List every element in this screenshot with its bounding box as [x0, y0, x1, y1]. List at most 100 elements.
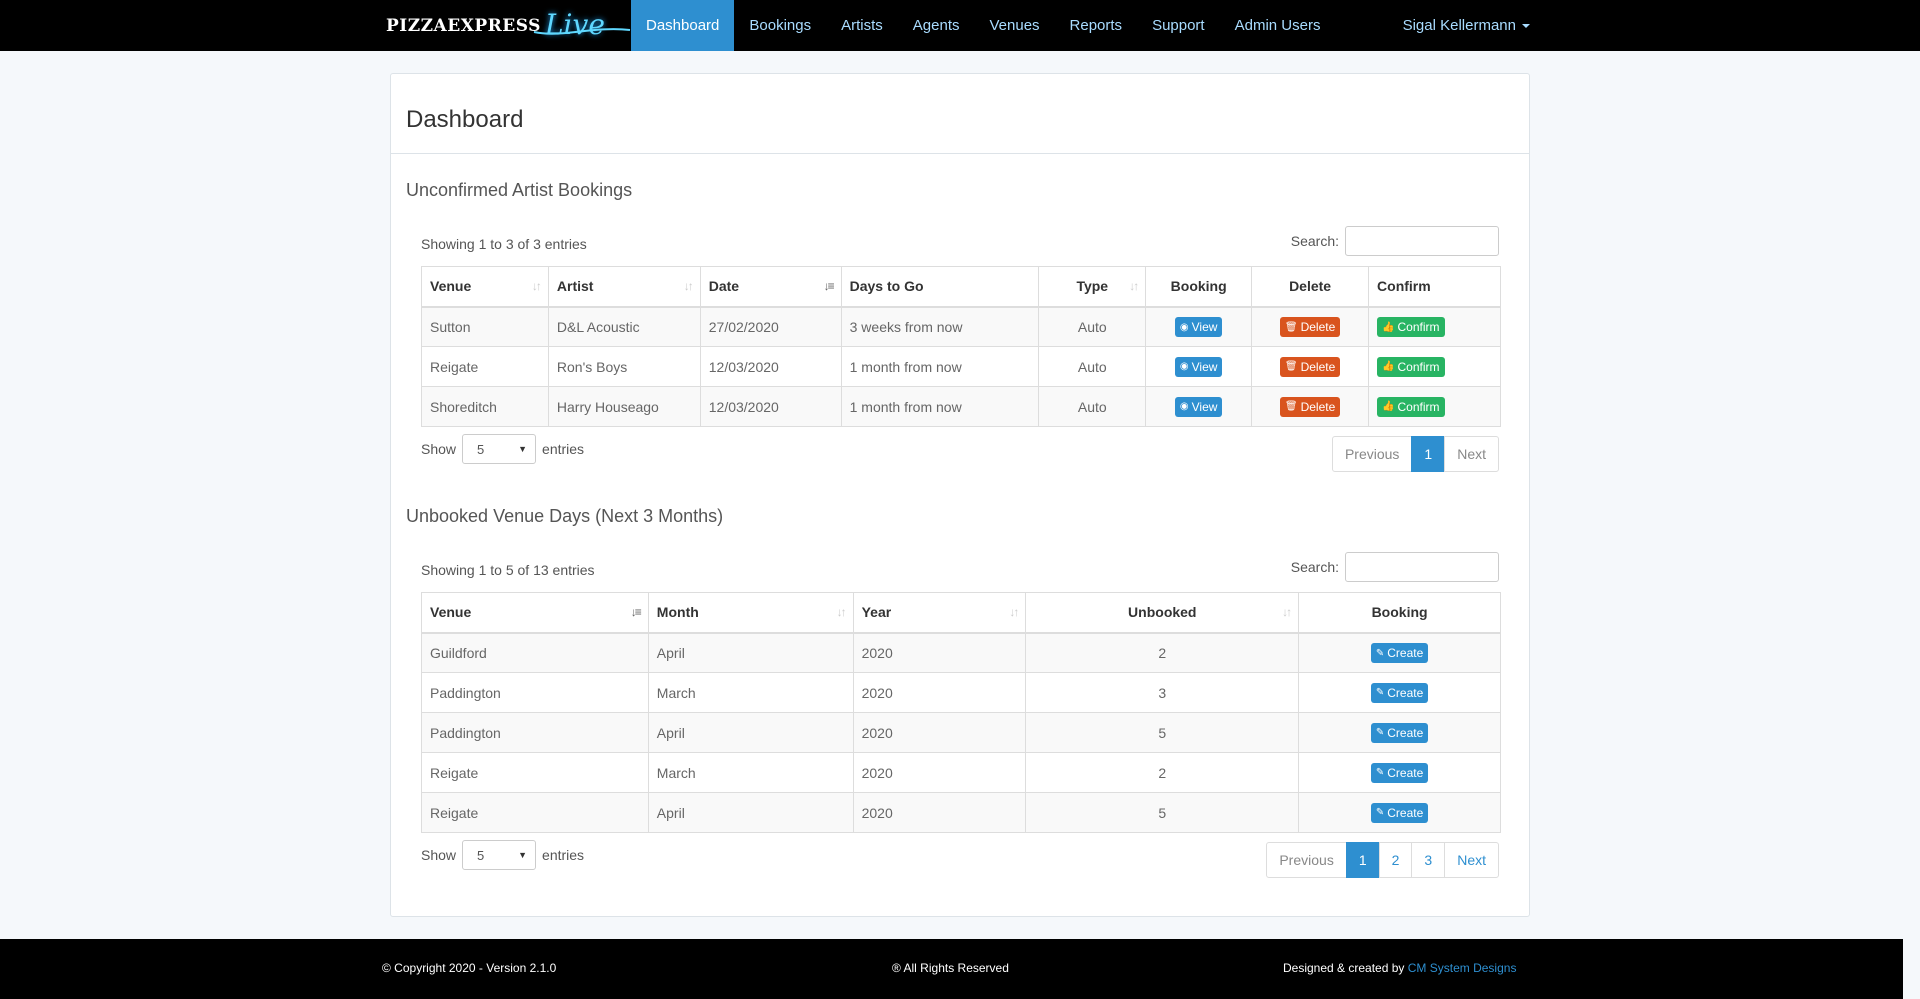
delete-button[interactable]: 🗑 Delete [1279, 396, 1341, 417]
designer-link[interactable]: CM System Designs [1407, 961, 1517, 975]
table-row: Paddington April 2020 5 ✎ Create [421, 712, 1501, 753]
nav-dashboard[interactable]: Dashboard [631, 0, 735, 51]
brand-name: PIZZAEXPRESS [386, 16, 541, 36]
create-button[interactable]: ✎ Create [1370, 643, 1429, 663]
create-button[interactable]: ✎ Create [1370, 682, 1429, 703]
main-nav: Dashboard Bookings Artists Agents Venues… [631, 0, 1335, 51]
unbooked-search: Search: [1291, 552, 1499, 582]
cell-date: 27/02/2020 [699, 306, 842, 347]
cell-year: 2020 [852, 712, 1027, 753]
col-type[interactable]: Type ↓↑ [1038, 266, 1147, 308]
table-row: Guildford April 2020 2 ✎ Create [421, 632, 1501, 673]
dashboard-panel: Dashboard Unconfirmed Artist Bookings Sh… [390, 73, 1530, 917]
nav-support[interactable]: Support [1152, 17, 1205, 34]
cell-artist: D&L Acoustic [547, 306, 701, 347]
table-row: Paddington March 2020 3 ✎ Create [421, 672, 1501, 713]
cell-venue: Paddington [421, 712, 649, 753]
page-1-button[interactable]: 1 [1345, 842, 1380, 878]
search-label: Search: [1290, 233, 1339, 249]
unbooked-info: Showing 1 to 5 of 13 entries [421, 562, 595, 578]
pencil-icon: ✎ [1375, 647, 1385, 659]
nav-reports[interactable]: Reports [1069, 17, 1123, 34]
col-year[interactable]: Year ↓↑ [852, 592, 1027, 634]
previous-button[interactable]: Previous [1266, 842, 1347, 878]
cell-type: Auto [1038, 306, 1147, 347]
cell-type: Auto [1038, 346, 1147, 387]
view-button[interactable]: ◉ View [1174, 356, 1223, 377]
create-button[interactable]: ✎ Create [1370, 802, 1429, 823]
unbooked-section-title: Unbooked Venue Days (Next 3 Months) [406, 506, 724, 526]
search-label: Search: [1290, 559, 1339, 575]
page-size-select[interactable]: 5 ▼ [462, 840, 537, 870]
unbooked-table: Venue ↓≡ Month ↓↑ Year ↓↑ Unbooked ↓↑ Bookin… [421, 592, 1501, 833]
footer-credits: Designed & created by CM System Designs [1283, 961, 1516, 975]
col-date[interactable]: Date ↓≡ [699, 266, 842, 308]
col-unbooked[interactable]: Unbooked ↓↑ [1025, 592, 1300, 634]
table-header-row: Venue ↓↑ Artist ↓↑ Date ↓≡ Days to Go Type ↓… [421, 266, 1501, 308]
footer-rights: ® All Rights Reserved [892, 961, 1009, 975]
nav-agents[interactable]: Agents [912, 17, 960, 34]
brand-logo[interactable]: PIZZAEXPRESS Live [386, 8, 631, 44]
nav-venues[interactable]: Venues [989, 17, 1040, 34]
caret-down-icon [1522, 23, 1530, 28]
unconfirmed-pagination: Previous 1 Next [1331, 436, 1499, 472]
col-booking: Booking [1298, 592, 1501, 634]
page-size-select[interactable]: 5 ▼ [462, 434, 537, 464]
cell-days: 1 month from now [840, 346, 1040, 387]
sort-icon: ↓↑ [1282, 605, 1292, 619]
user-menu[interactable]: Sigal Kellermann [1403, 0, 1530, 51]
cell-venue: Sutton [421, 306, 549, 347]
cell-unbooked: 5 [1025, 712, 1300, 753]
page-3-button[interactable]: 3 [1411, 842, 1446, 878]
col-delete: Delete [1251, 266, 1370, 308]
cell-year: 2020 [852, 792, 1027, 833]
cell-venue: Reigate [421, 792, 649, 833]
cell-unbooked: 2 [1025, 752, 1300, 793]
unconfirmed-info: Showing 1 to 3 of 3 entries [421, 236, 587, 252]
cell-venue: Shoreditch [421, 386, 549, 427]
col-artist[interactable]: Artist ↓↑ [547, 266, 701, 308]
table-row: Reigate April 2020 5 ✎ Create [421, 792, 1501, 833]
col-venue[interactable]: Venue ↓↑ [421, 266, 549, 308]
col-days-to-go: Days to Go [840, 266, 1040, 308]
confirm-button[interactable]: 👍 Confirm [1377, 396, 1445, 417]
top-navbar: PIZZAEXPRESS Live Dashboard Bookings Art… [0, 0, 1920, 51]
view-button[interactable]: ◉ View [1174, 396, 1223, 417]
next-button[interactable]: Next [1444, 436, 1499, 472]
confirm-button[interactable]: 👍 Confirm [1377, 356, 1445, 377]
cell-unbooked: 2 [1025, 632, 1300, 673]
unconfirmed-section-title: Unconfirmed Artist Bookings [406, 180, 633, 200]
show-label: Show [421, 847, 457, 863]
nav-admin-users[interactable]: Admin Users [1234, 17, 1321, 34]
page-1-button[interactable]: 1 [1411, 436, 1446, 472]
unconfirmed-table: Venue ↓↑ Artist ↓↑ Date ↓≡ Days to Go Type ↓… [421, 266, 1501, 427]
cell-date: 12/03/2020 [699, 346, 842, 387]
delete-button[interactable]: 🗑 Delete [1279, 317, 1341, 337]
nav-artists[interactable]: Artists [841, 17, 883, 34]
cell-venue: Paddington [421, 672, 649, 713]
page-title: Dashboard [406, 106, 524, 133]
page-2-button[interactable]: 2 [1378, 842, 1413, 878]
create-button[interactable]: ✎ Create [1370, 762, 1429, 783]
thumbs-up-icon: 👍 [1382, 401, 1395, 413]
next-button[interactable]: Next [1444, 842, 1499, 878]
table-row: Sutton D&L Acoustic 27/02/2020 3 weeks f… [421, 306, 1501, 347]
cell-month: April [647, 792, 854, 833]
confirm-button[interactable]: 👍 Confirm [1377, 317, 1445, 337]
footer: © Copyright 2020 - Version 2.1.0 ® All R… [0, 939, 1903, 999]
unconfirmed-search-input[interactable] [1345, 226, 1499, 256]
entries-label: entries [542, 441, 585, 457]
cell-unbooked: 5 [1025, 792, 1300, 833]
view-button[interactable]: ◉ View [1174, 317, 1223, 337]
delete-button[interactable]: 🗑 Delete [1279, 356, 1341, 377]
pencil-icon: ✎ [1375, 727, 1385, 739]
cell-venue: Guildford [421, 632, 649, 673]
col-month[interactable]: Month ↓↑ [647, 592, 854, 634]
unbooked-search-input[interactable] [1345, 552, 1499, 582]
create-button[interactable]: ✎ Create [1370, 722, 1429, 743]
col-venue[interactable]: Venue ↓≡ [421, 592, 649, 634]
previous-button[interactable]: Previous [1331, 436, 1413, 472]
nav-bookings[interactable]: Bookings [749, 17, 812, 34]
dropdown-arrow-icon: ▼ [518, 850, 528, 860]
thumbs-up-icon: 👍 [1382, 321, 1395, 333]
